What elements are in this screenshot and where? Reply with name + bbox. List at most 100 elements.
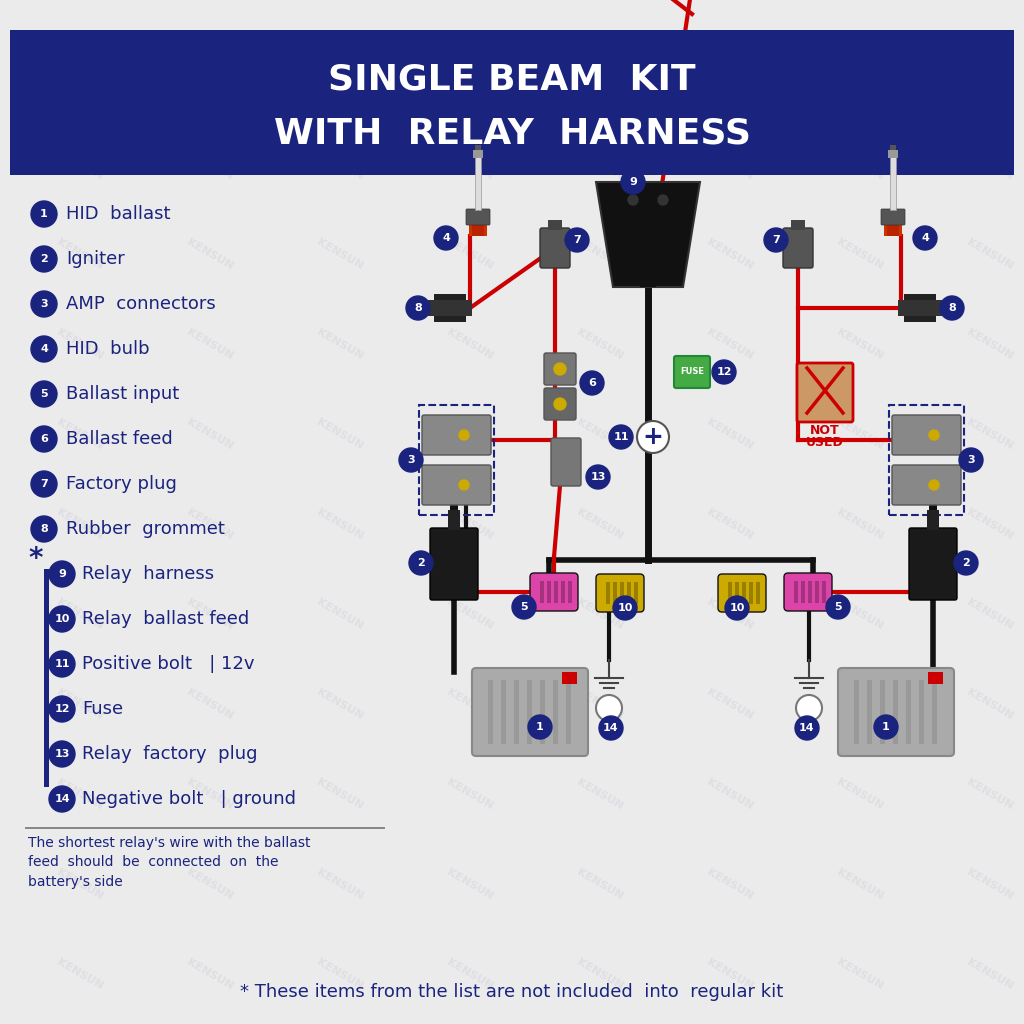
Bar xyxy=(928,672,943,684)
Bar xyxy=(728,582,732,604)
Bar xyxy=(561,581,565,603)
Bar xyxy=(904,294,936,300)
Text: 6: 6 xyxy=(40,434,48,444)
Text: KENSUN: KENSUN xyxy=(575,146,625,181)
Circle shape xyxy=(621,170,645,194)
Bar xyxy=(428,300,472,316)
Text: KENSUN: KENSUN xyxy=(966,237,1015,271)
Bar xyxy=(634,582,638,604)
Text: 14: 14 xyxy=(799,723,815,733)
Circle shape xyxy=(954,551,978,575)
Text: KENSUN: KENSUN xyxy=(706,237,755,271)
Circle shape xyxy=(49,786,75,812)
Text: 2: 2 xyxy=(963,558,970,568)
Text: USED: USED xyxy=(806,436,844,450)
FancyBboxPatch shape xyxy=(540,228,570,268)
Text: KENSUN: KENSUN xyxy=(966,866,1015,901)
Circle shape xyxy=(596,695,622,721)
Bar xyxy=(527,680,532,744)
Text: 14: 14 xyxy=(603,723,618,733)
Text: *: * xyxy=(29,545,43,573)
FancyBboxPatch shape xyxy=(718,574,766,612)
Text: KENSUN: KENSUN xyxy=(185,237,234,271)
Circle shape xyxy=(49,651,75,677)
FancyBboxPatch shape xyxy=(674,356,710,388)
Bar xyxy=(10,30,1014,175)
Bar xyxy=(906,680,911,744)
Bar xyxy=(475,145,481,150)
FancyBboxPatch shape xyxy=(422,415,490,455)
Bar xyxy=(890,155,896,210)
Text: KENSUN: KENSUN xyxy=(55,507,104,542)
Bar xyxy=(854,680,859,744)
Circle shape xyxy=(959,449,983,472)
Bar xyxy=(553,680,558,744)
Bar xyxy=(890,145,896,150)
Text: KENSUN: KENSUN xyxy=(575,956,625,991)
Text: 10: 10 xyxy=(54,614,70,624)
FancyBboxPatch shape xyxy=(551,438,581,486)
Text: KENSUN: KENSUN xyxy=(55,777,104,811)
Text: KENSUN: KENSUN xyxy=(836,237,885,271)
Text: KENSUN: KENSUN xyxy=(185,687,234,721)
Circle shape xyxy=(49,741,75,767)
Circle shape xyxy=(658,195,668,205)
Text: KENSUN: KENSUN xyxy=(966,597,1015,631)
Circle shape xyxy=(49,696,75,722)
Text: KENSUN: KENSUN xyxy=(185,56,234,91)
Text: KENSUN: KENSUN xyxy=(575,56,625,91)
Text: 1: 1 xyxy=(40,209,48,219)
Circle shape xyxy=(459,480,469,490)
Bar xyxy=(44,569,49,787)
Circle shape xyxy=(31,381,57,407)
Text: KENSUN: KENSUN xyxy=(836,56,885,91)
Circle shape xyxy=(628,195,638,205)
Bar xyxy=(434,294,466,300)
Circle shape xyxy=(826,595,850,618)
Text: KENSUN: KENSUN xyxy=(445,597,495,631)
Text: 12: 12 xyxy=(54,705,70,714)
Text: HID  bulb: HID bulb xyxy=(66,340,150,358)
Bar xyxy=(801,581,805,603)
Text: HID  ballast: HID ballast xyxy=(66,205,171,223)
Text: 4: 4 xyxy=(442,233,450,243)
Text: KENSUN: KENSUN xyxy=(445,956,495,991)
Text: KENSUN: KENSUN xyxy=(575,237,625,271)
Bar xyxy=(822,581,826,603)
Text: 13: 13 xyxy=(54,749,70,759)
Text: KENSUN: KENSUN xyxy=(315,56,365,91)
Circle shape xyxy=(613,596,637,620)
Bar xyxy=(606,582,610,604)
Text: Ballast input: Ballast input xyxy=(66,385,179,403)
FancyBboxPatch shape xyxy=(909,528,957,600)
Bar xyxy=(568,581,572,603)
FancyBboxPatch shape xyxy=(430,528,478,600)
Text: KENSUN: KENSUN xyxy=(55,237,104,271)
Text: KENSUN: KENSUN xyxy=(315,777,365,811)
Bar xyxy=(627,582,631,604)
Text: Positive bolt   | 12v: Positive bolt | 12v xyxy=(82,655,255,673)
Text: KENSUN: KENSUN xyxy=(185,956,234,991)
Bar xyxy=(735,582,739,604)
Bar xyxy=(450,495,458,510)
Text: 2: 2 xyxy=(40,254,48,264)
Text: KENSUN: KENSUN xyxy=(706,417,755,452)
Polygon shape xyxy=(596,182,700,287)
Text: KENSUN: KENSUN xyxy=(575,597,625,631)
Text: 1: 1 xyxy=(882,722,890,732)
Text: KENSUN: KENSUN xyxy=(966,777,1015,811)
Text: SINGLE BEAM  KIT: SINGLE BEAM KIT xyxy=(328,63,696,97)
Bar xyxy=(889,406,964,515)
Bar xyxy=(419,406,494,515)
Bar xyxy=(25,827,385,829)
Text: KENSUN: KENSUN xyxy=(185,327,234,361)
Bar xyxy=(469,224,487,236)
Text: KENSUN: KENSUN xyxy=(185,777,234,811)
Text: KENSUN: KENSUN xyxy=(836,507,885,542)
Bar xyxy=(620,582,624,604)
Text: KENSUN: KENSUN xyxy=(55,417,104,452)
Circle shape xyxy=(929,480,939,490)
Text: KENSUN: KENSUN xyxy=(836,777,885,811)
Text: KENSUN: KENSUN xyxy=(315,956,365,991)
Bar xyxy=(794,581,798,603)
